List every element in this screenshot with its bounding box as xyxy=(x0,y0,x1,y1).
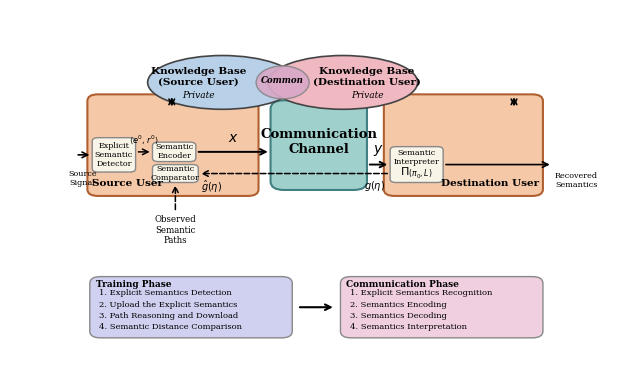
Text: Source User: Source User xyxy=(92,180,163,189)
Text: Recovered
Semantics: Recovered Semantics xyxy=(555,172,598,189)
Ellipse shape xyxy=(147,55,297,109)
Text: 1. Explicit Semantics Detection: 1. Explicit Semantics Detection xyxy=(100,289,232,297)
Ellipse shape xyxy=(256,66,309,99)
FancyBboxPatch shape xyxy=(390,147,443,182)
Text: Communication Phase: Communication Phase xyxy=(346,280,459,289)
Text: $\hat{g}(\eta)$: $\hat{g}(\eta)$ xyxy=(201,179,222,195)
Text: Common: Common xyxy=(261,76,304,85)
Text: Destination User: Destination User xyxy=(441,180,539,189)
FancyBboxPatch shape xyxy=(92,138,136,172)
Text: Training Phase: Training Phase xyxy=(96,280,171,289)
Text: 3. Semantics Decoding: 3. Semantics Decoding xyxy=(350,312,447,320)
Text: 2. Semantics Encoding: 2. Semantics Encoding xyxy=(350,301,447,308)
Text: Semantic
Interpreter: Semantic Interpreter xyxy=(394,149,440,166)
FancyBboxPatch shape xyxy=(90,277,292,338)
FancyBboxPatch shape xyxy=(271,100,367,190)
Text: $g(\eta)$: $g(\eta)$ xyxy=(364,179,385,193)
Text: Communication
Channel: Communication Channel xyxy=(260,128,378,156)
Text: Knowledge Base
(Source User): Knowledge Base (Source User) xyxy=(151,68,246,87)
Text: $\Pi_{(\pi_0,L)}$: $\Pi_{(\pi_0,L)}$ xyxy=(401,165,433,180)
Text: Semantic
Comparator: Semantic Comparator xyxy=(151,165,200,182)
Text: 1. Explicit Semantics Recognition: 1. Explicit Semantics Recognition xyxy=(350,289,493,297)
Text: $\langle e^0, r^0 \rangle$: $\langle e^0, r^0 \rangle$ xyxy=(129,134,159,147)
Text: $y$: $y$ xyxy=(373,143,384,158)
FancyBboxPatch shape xyxy=(152,165,198,182)
Text: Explicit
Semantic
Detector: Explicit Semantic Detector xyxy=(95,142,133,168)
Text: Private: Private xyxy=(351,91,383,100)
FancyBboxPatch shape xyxy=(340,277,543,338)
FancyBboxPatch shape xyxy=(87,94,259,196)
Text: Observed
Semantic
Paths: Observed Semantic Paths xyxy=(154,215,196,245)
FancyBboxPatch shape xyxy=(152,142,196,161)
Text: Private: Private xyxy=(182,91,215,100)
Text: $x$: $x$ xyxy=(228,131,239,145)
Text: 4. Semantics Interpretation: 4. Semantics Interpretation xyxy=(350,323,467,331)
Text: Source
Signal: Source Signal xyxy=(68,170,97,187)
Text: 4. Semantic Distance Comparison: 4. Semantic Distance Comparison xyxy=(100,323,243,331)
Ellipse shape xyxy=(268,55,417,109)
Text: 2. Upload the Explicit Semantics: 2. Upload the Explicit Semantics xyxy=(100,301,238,308)
FancyBboxPatch shape xyxy=(384,94,543,196)
Text: Semantic
Encoder: Semantic Encoder xyxy=(155,143,193,161)
Text: Knowledge Base
(Destination User): Knowledge Base (Destination User) xyxy=(313,68,421,87)
Text: 3. Path Reasoning and Download: 3. Path Reasoning and Download xyxy=(100,312,239,320)
